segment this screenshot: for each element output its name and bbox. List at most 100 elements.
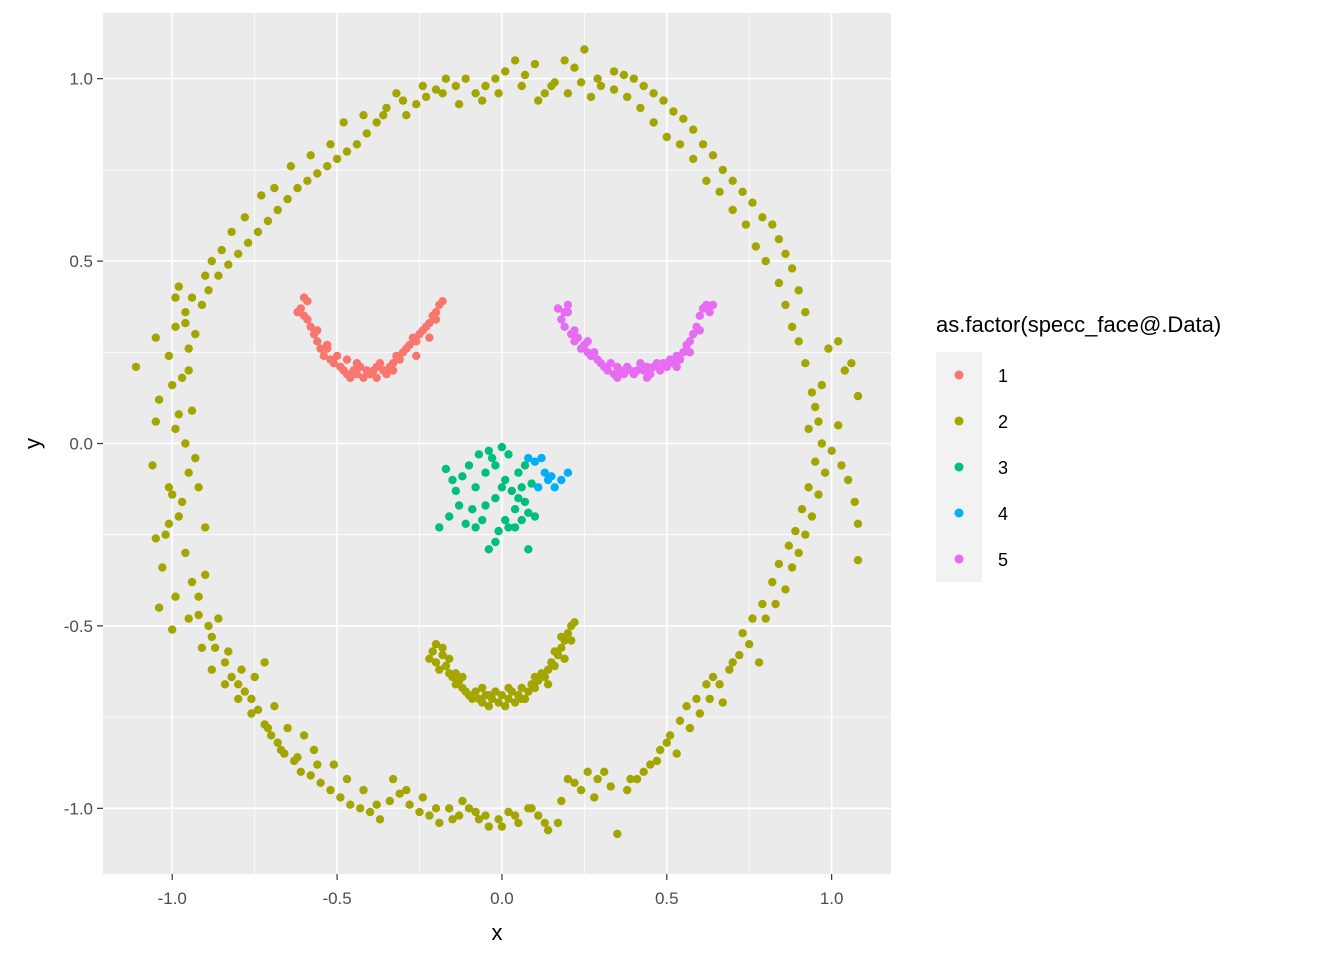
data-point-cluster-2	[240, 213, 249, 222]
data-point-cluster-2	[451, 669, 460, 678]
data-point-cluster-2	[464, 804, 474, 813]
data-point-cluster-2	[379, 111, 388, 120]
data-point-cluster-2	[253, 705, 263, 714]
data-point-cluster-5	[695, 311, 704, 320]
data-point-cluster-3	[530, 512, 540, 521]
data-point-cluster-2	[309, 745, 319, 755]
data-point-cluster-5	[573, 333, 582, 342]
data-point-cluster-1	[438, 297, 447, 306]
data-point-cluster-3	[474, 450, 484, 459]
data-point-cluster-2	[356, 804, 365, 813]
data-point-cluster-2	[184, 344, 193, 353]
data-point-cluster-2	[494, 815, 503, 824]
data-point-cluster-2	[853, 519, 863, 528]
data-point-cluster-2	[698, 140, 708, 149]
data-point-cluster-2	[184, 468, 193, 477]
data-point-cluster-2	[234, 249, 243, 258]
data-point-cluster-2	[504, 694, 513, 704]
data-point-cluster-2	[761, 256, 770, 266]
data-point-cluster-5	[708, 300, 718, 310]
data-point-cluster-1	[431, 315, 441, 324]
data-point-cluster-2	[395, 789, 404, 798]
data-point-cluster-3	[435, 523, 444, 532]
data-point-cluster-2	[316, 778, 325, 787]
data-point-cluster-2	[689, 154, 698, 164]
data-point-cluster-2	[491, 687, 500, 696]
data-point-cluster-2	[609, 85, 619, 94]
data-point-cluster-2	[596, 81, 606, 91]
data-point-cluster-3	[448, 475, 457, 485]
data-point-cluster-1	[329, 359, 338, 368]
legend-key-2	[954, 416, 964, 426]
data-point-cluster-2	[435, 818, 444, 828]
data-point-cluster-2	[781, 300, 790, 310]
data-point-cluster-2	[445, 654, 454, 663]
data-point-cluster-2	[817, 380, 826, 390]
data-point-cluster-3	[481, 468, 490, 477]
data-point-cluster-2	[448, 815, 457, 824]
data-point-cluster-2	[847, 359, 856, 368]
data-point-cluster-2	[204, 621, 213, 631]
data-point-cluster-2	[576, 785, 586, 795]
data-point-cluster-2	[276, 745, 286, 755]
data-point-cluster-5	[583, 337, 592, 346]
data-point-cluster-2	[801, 359, 810, 368]
data-point-cluster-3	[524, 508, 533, 517]
data-point-cluster-2	[586, 92, 596, 102]
data-point-cluster-2	[270, 183, 279, 193]
data-point-cluster-2	[148, 461, 157, 470]
data-point-cluster-2	[286, 162, 296, 171]
data-point-cluster-2	[623, 785, 632, 795]
data-point-cluster-2	[728, 205, 737, 215]
data-point-cluster-2	[761, 614, 770, 623]
data-point-cluster-2	[240, 687, 249, 696]
data-point-cluster-1	[352, 370, 362, 379]
data-point-cluster-2	[797, 505, 807, 514]
legend-label-5: 5	[998, 550, 1008, 570]
data-point-cluster-2	[563, 89, 573, 98]
data-point-cluster-5	[679, 348, 688, 357]
data-point-cluster-5	[642, 362, 652, 372]
data-point-cluster-2	[243, 238, 253, 247]
data-point-cluster-2	[748, 198, 757, 207]
data-point-cluster-2	[725, 665, 734, 674]
data-point-cluster-2	[817, 439, 826, 448]
data-point-cluster-2	[151, 534, 160, 543]
data-point-cluster-3	[481, 501, 490, 510]
data-point-cluster-2	[194, 610, 203, 620]
data-point-cluster-5	[672, 362, 681, 372]
data-point-cluster-2	[520, 70, 530, 80]
data-point-cluster-2	[656, 745, 665, 755]
data-point-cluster-2	[804, 483, 813, 492]
data-point-cluster-3	[510, 523, 520, 532]
legend-label-3: 3	[998, 458, 1008, 478]
data-point-cluster-2	[570, 778, 579, 787]
data-point-cluster-2	[339, 118, 348, 127]
data-point-cluster-2	[217, 245, 226, 255]
data-point-cluster-1	[303, 315, 312, 324]
data-point-cluster-2	[382, 103, 391, 113]
data-point-cluster-2	[441, 661, 451, 671]
data-point-cluster-2	[850, 497, 859, 507]
data-point-cluster-2	[365, 807, 375, 817]
data-point-cluster-2	[151, 333, 160, 342]
data-point-cluster-2	[220, 658, 230, 667]
data-point-cluster-1	[346, 373, 355, 382]
data-point-cluster-4	[534, 483, 543, 492]
data-point-cluster-5	[705, 308, 714, 317]
data-point-cluster-3	[471, 483, 480, 492]
data-point-cluster-3	[487, 453, 497, 463]
data-point-cluster-2	[283, 723, 292, 733]
data-point-cluster-2	[458, 672, 467, 682]
data-point-cluster-4	[550, 483, 559, 492]
data-point-cluster-2	[834, 337, 843, 346]
data-point-cluster-3	[441, 464, 451, 474]
data-point-cluster-2	[187, 293, 197, 302]
data-point-cluster-1	[405, 340, 414, 350]
data-point-cluster-2	[853, 556, 863, 565]
data-point-cluster-2	[570, 63, 579, 72]
data-point-cluster-2	[131, 362, 141, 372]
data-point-cluster-3	[491, 461, 500, 470]
data-point-cluster-3	[504, 523, 513, 532]
